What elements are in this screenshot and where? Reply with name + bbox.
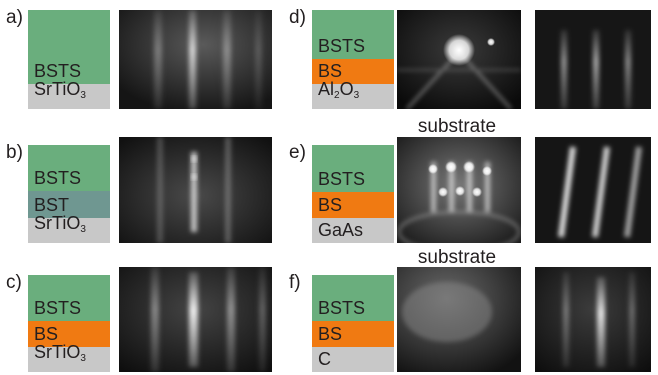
rheed-image-c (119, 267, 272, 372)
layer-bst: BST (28, 191, 110, 218)
panel-label-c: c) (6, 272, 22, 293)
layer-bsts: BSTS (28, 275, 110, 321)
panel-label-b: b) (6, 142, 23, 163)
layer-srtio3: SrTiO3 (28, 342, 110, 372)
substrate-note-e: substrate (417, 247, 497, 268)
layer-bsts: BSTS (28, 10, 110, 84)
layer-srtio3: SrTiO3 (28, 213, 110, 243)
rheed-image-b (119, 137, 272, 243)
rheed-image-a (119, 10, 272, 109)
substrate-note-d: substrate (417, 116, 497, 137)
layer-stack-c: BSTS BS SrTiO3 (28, 275, 110, 372)
layer-stack-a: BSTS SrTiO3 (28, 10, 110, 109)
layer-al2o3: Al2O3 (312, 79, 394, 109)
layer-bs: BS (312, 192, 394, 218)
panel-label-a: a) (6, 7, 23, 28)
layer-bs: BS (28, 321, 110, 347)
layer-stack-e: BSTS BS GaAs (312, 145, 394, 243)
rheed-image-d-2 (535, 10, 651, 109)
rheed-image-f-2 (535, 267, 651, 372)
layer-srtio3: SrTiO3 (28, 79, 110, 109)
panel-label-e: e) (289, 142, 306, 163)
layer-stack-b: BSTS BST SrTiO3 (28, 145, 110, 243)
layer-bs: BS (312, 321, 394, 347)
layer-bsts: BSTS (312, 145, 394, 192)
rheed-image-f-1 (397, 267, 521, 372)
panel-label-d: d) (289, 7, 306, 28)
layer-gaas: GaAs (312, 218, 394, 243)
layer-bsts: BSTS (28, 145, 110, 191)
panel-label-f: f) (289, 272, 301, 293)
rheed-image-e-2 (535, 137, 651, 243)
rheed-image-e-1 (397, 137, 521, 243)
layer-bsts: BSTS (312, 10, 394, 59)
layer-c: C (312, 347, 394, 372)
rheed-image-d-1 (397, 10, 521, 109)
layer-bs: BS (312, 59, 394, 84)
layer-bsts: BSTS (312, 275, 394, 321)
layer-stack-f: BSTS BS C (312, 275, 394, 372)
layer-stack-d: BSTS BS Al2O3 (312, 10, 394, 109)
